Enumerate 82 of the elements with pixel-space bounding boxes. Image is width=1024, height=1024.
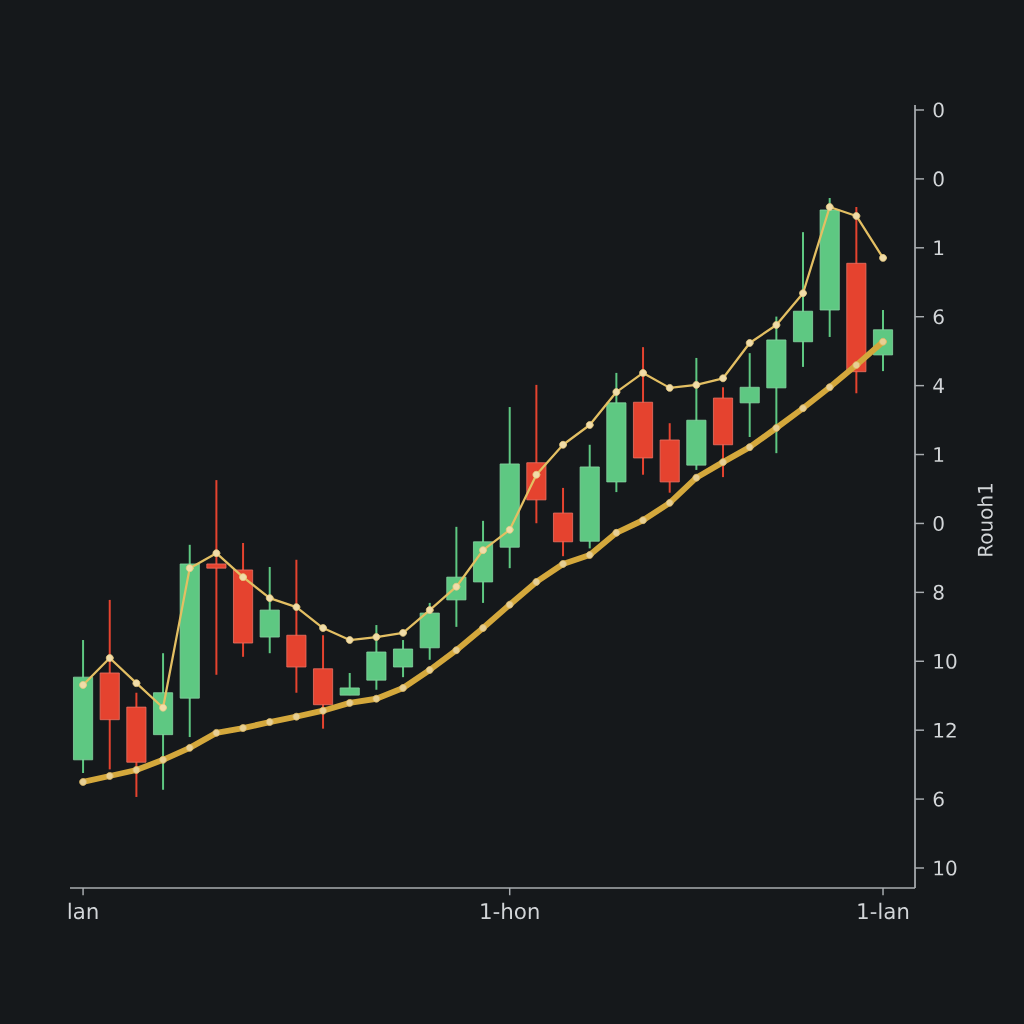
point bbox=[372, 633, 381, 641]
text: 8 bbox=[933, 584, 944, 600]
point bbox=[372, 694, 381, 703]
point bbox=[612, 388, 621, 396]
point bbox=[399, 684, 407, 692]
point bbox=[105, 654, 114, 662]
point bbox=[665, 499, 674, 507]
text: 10 bbox=[934, 860, 957, 876]
point bbox=[185, 564, 194, 573]
point bbox=[505, 525, 514, 534]
point bbox=[825, 383, 834, 392]
point bbox=[719, 458, 727, 467]
text: 1 bbox=[934, 240, 944, 256]
point bbox=[852, 361, 861, 369]
point bbox=[559, 440, 567, 449]
text: 10 bbox=[934, 653, 957, 669]
point bbox=[879, 254, 887, 262]
point bbox=[452, 582, 461, 591]
point bbox=[532, 470, 541, 479]
x-tick-label: 1-lan bbox=[858, 902, 909, 920]
point bbox=[479, 624, 487, 632]
text: 0 bbox=[933, 515, 944, 532]
point bbox=[772, 424, 781, 432]
point bbox=[345, 636, 354, 644]
point bbox=[212, 549, 221, 558]
point bbox=[159, 755, 167, 764]
point bbox=[559, 560, 567, 568]
point bbox=[505, 600, 514, 609]
point bbox=[825, 203, 834, 211]
point bbox=[799, 404, 807, 413]
text: 6 bbox=[933, 309, 944, 325]
text: 1 bbox=[934, 447, 944, 462]
candlestick bbox=[206, 479, 227, 676]
point bbox=[692, 473, 701, 482]
text: 4 bbox=[933, 378, 944, 393]
point bbox=[79, 681, 87, 689]
candlestick bbox=[339, 671, 360, 697]
point bbox=[452, 646, 461, 655]
text: 0 bbox=[933, 102, 944, 118]
candlestick bbox=[739, 352, 760, 438]
point bbox=[745, 339, 754, 347]
point bbox=[212, 729, 221, 737]
point bbox=[639, 516, 647, 525]
x-tick-label: lan bbox=[68, 902, 98, 920]
point bbox=[692, 381, 701, 389]
point bbox=[772, 321, 781, 329]
candlestick bbox=[393, 639, 414, 679]
point bbox=[425, 666, 434, 674]
point bbox=[292, 603, 301, 611]
point bbox=[132, 679, 141, 688]
point bbox=[585, 421, 594, 429]
point bbox=[665, 384, 674, 392]
text: 0 bbox=[933, 171, 944, 187]
point bbox=[532, 578, 541, 586]
point bbox=[799, 289, 807, 298]
point bbox=[612, 528, 621, 537]
point bbox=[185, 743, 194, 752]
text: 12 bbox=[934, 722, 956, 738]
point bbox=[479, 546, 487, 555]
y-axis-title: Rouoh1 bbox=[977, 484, 993, 556]
point bbox=[745, 443, 754, 452]
point bbox=[585, 551, 594, 559]
point bbox=[159, 703, 167, 712]
point bbox=[265, 718, 274, 726]
point bbox=[425, 606, 434, 614]
point bbox=[265, 594, 274, 602]
point bbox=[879, 337, 887, 346]
point bbox=[345, 699, 354, 707]
x-tick-label: 1-hon bbox=[481, 902, 539, 920]
point bbox=[852, 212, 861, 220]
text: 6 bbox=[933, 791, 944, 807]
point bbox=[105, 772, 114, 780]
point bbox=[239, 724, 247, 732]
point bbox=[79, 778, 87, 786]
point bbox=[292, 712, 301, 721]
point bbox=[639, 369, 647, 377]
point bbox=[719, 374, 727, 383]
point bbox=[132, 766, 141, 774]
point bbox=[399, 628, 407, 637]
point bbox=[319, 706, 327, 715]
point bbox=[319, 624, 327, 632]
point bbox=[239, 573, 247, 582]
